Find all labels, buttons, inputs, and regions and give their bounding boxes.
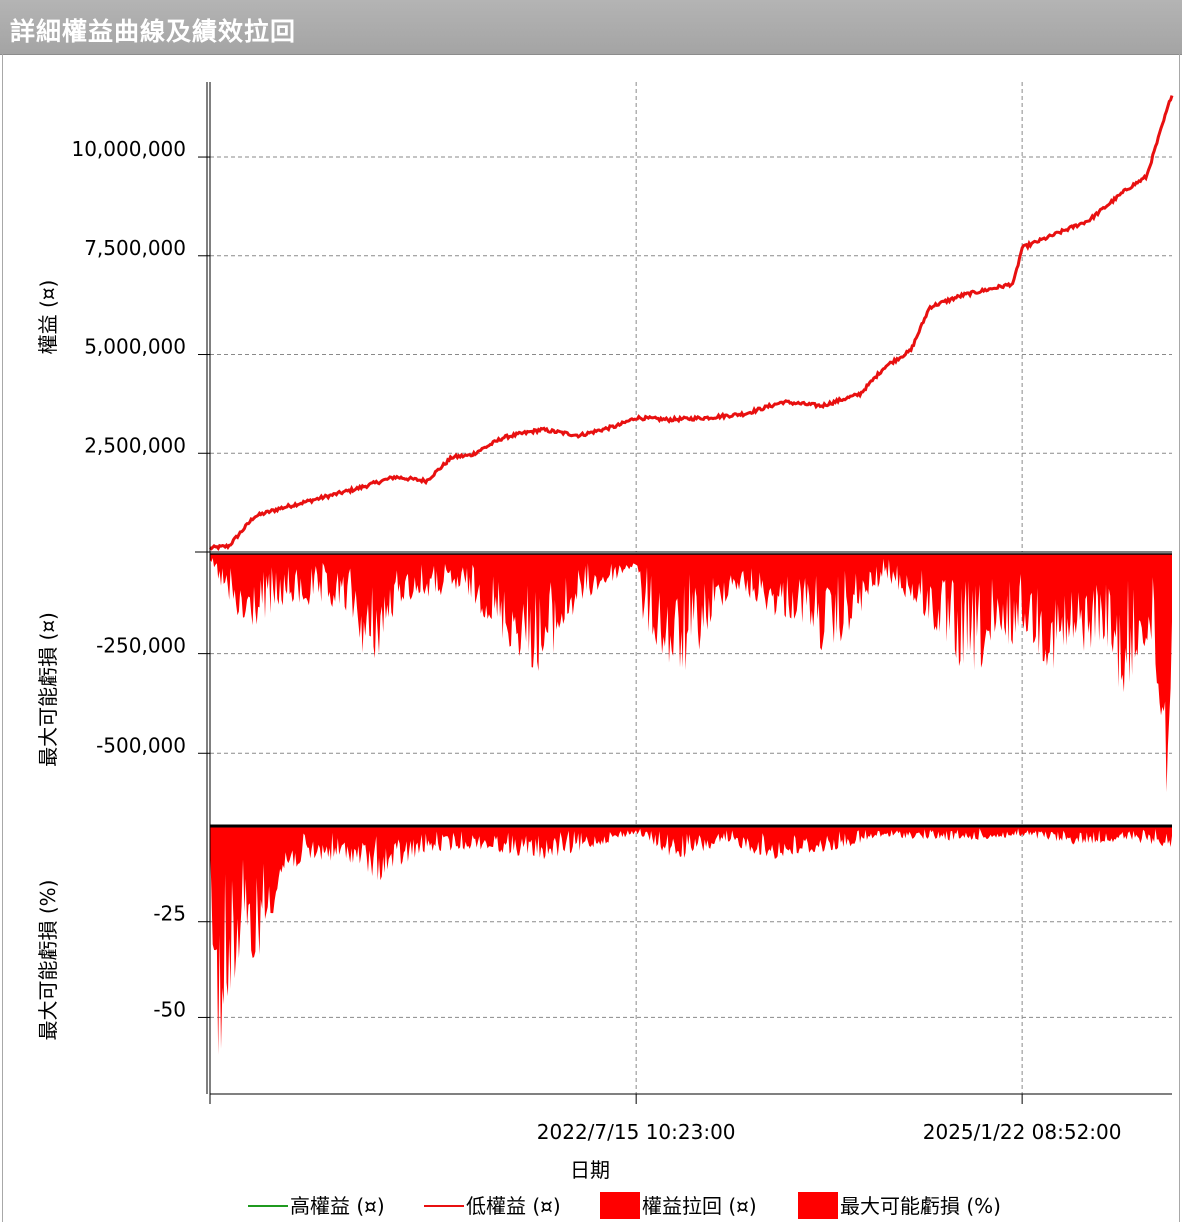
- equity-tick-label: 10,000,000: [71, 137, 186, 161]
- legend-swatch-box: [600, 1192, 640, 1219]
- legend-item-label: 權益拉回 (¤): [642, 1194, 757, 1218]
- equity-ylabel: 權益 (¤): [36, 280, 60, 355]
- legend-item-label: 低權益 (¤): [466, 1194, 561, 1218]
- drawdown_percent-area: [210, 826, 1172, 1055]
- x-axis-label: 日期: [570, 1158, 610, 1182]
- drawdown_amount-tick-label: -250,000: [96, 634, 186, 658]
- legend-swatch-box: [798, 1192, 838, 1219]
- chart-frame: [2, 54, 1180, 1222]
- chart-title: 詳細權益曲線及績效拉回: [10, 17, 297, 46]
- x-tick-label: 2025/1/22 08:52:00: [923, 1120, 1122, 1144]
- equity-tick-label: 2,500,000: [84, 433, 186, 457]
- title-bar: 詳細權益曲線及績效拉回: [0, 0, 1182, 55]
- drawdown_percent-tick-label: -25: [153, 902, 186, 926]
- equity-tick-label: 7,500,000: [84, 236, 186, 260]
- drawdown_percent-tick-label: -50: [153, 997, 186, 1021]
- x-tick-label: 2022/7/15 10:23:00: [537, 1120, 736, 1144]
- drawdown_amount-area: [210, 554, 1172, 793]
- equity-line: [209, 95, 1174, 551]
- legend-item-label: 最大可能虧損 (%): [840, 1194, 1001, 1218]
- drawdown_amount-ylabel: 最大可能虧損 (¤): [36, 612, 60, 767]
- legend-item-label: 高權益 (¤): [290, 1194, 385, 1218]
- equity-tick-label: 5,000,000: [84, 335, 186, 359]
- drawdown_percent-ylabel: 最大可能虧損 (%): [36, 880, 60, 1041]
- drawdown_amount-tick-label: -500,000: [96, 733, 186, 757]
